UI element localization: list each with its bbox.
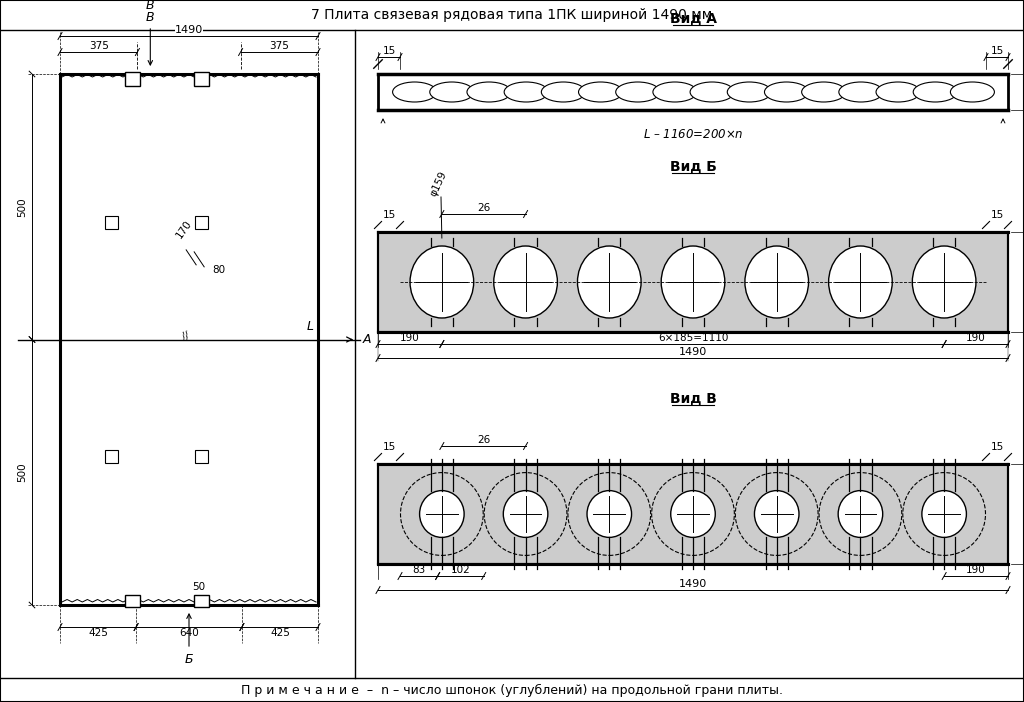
Text: 26: 26	[477, 203, 490, 213]
Ellipse shape	[765, 82, 809, 102]
Text: 1490: 1490	[679, 579, 708, 589]
Text: 15: 15	[990, 442, 1004, 452]
Ellipse shape	[467, 82, 511, 102]
Text: 425: 425	[88, 628, 108, 638]
Text: 15: 15	[990, 46, 1004, 56]
Ellipse shape	[615, 82, 659, 102]
Text: 190: 190	[967, 333, 986, 343]
Ellipse shape	[876, 82, 920, 102]
Text: 7 Плита связевая рядовая типа 1ПК шириной 1490 мм: 7 Плита связевая рядовая типа 1ПК ширино…	[311, 8, 713, 22]
Bar	[196, 216, 209, 229]
Ellipse shape	[671, 491, 716, 538]
Ellipse shape	[828, 246, 892, 318]
Bar	[378, 232, 1008, 332]
Bar	[105, 216, 118, 229]
Ellipse shape	[392, 82, 436, 102]
Ellipse shape	[913, 82, 957, 102]
Ellipse shape	[494, 246, 557, 318]
Text: φ159: φ159	[428, 170, 449, 198]
Ellipse shape	[950, 82, 994, 102]
Ellipse shape	[420, 491, 464, 538]
Text: 640: 640	[179, 628, 199, 638]
Text: 15: 15	[382, 46, 395, 56]
Ellipse shape	[839, 82, 883, 102]
Text: 190: 190	[400, 333, 420, 343]
Text: А: А	[362, 333, 372, 346]
Text: Вид А: Вид А	[670, 12, 717, 26]
Text: 6×185=1110: 6×185=1110	[657, 333, 728, 343]
Text: 15: 15	[382, 210, 395, 220]
Text: В: В	[146, 11, 155, 24]
Ellipse shape	[430, 82, 474, 102]
Text: П р и м е ч а н и е  –  n – число шпонок (углублений) на продольной грани плиты.: П р и м е ч а н и е – n – число шпонок (…	[241, 684, 783, 696]
Text: 500: 500	[17, 463, 27, 482]
Ellipse shape	[912, 246, 976, 318]
Text: 1490: 1490	[175, 25, 203, 35]
Ellipse shape	[744, 246, 809, 318]
Bar	[105, 450, 118, 463]
Ellipse shape	[662, 246, 725, 318]
Text: 375: 375	[89, 41, 109, 51]
Ellipse shape	[504, 491, 548, 538]
Ellipse shape	[504, 82, 548, 102]
Ellipse shape	[587, 491, 632, 538]
Text: 190: 190	[967, 565, 986, 575]
Ellipse shape	[690, 82, 734, 102]
Text: Б: Б	[184, 653, 194, 666]
Text: 102: 102	[451, 565, 471, 575]
Ellipse shape	[839, 491, 883, 538]
Text: 500: 500	[17, 197, 27, 216]
Ellipse shape	[542, 82, 586, 102]
Text: L: L	[306, 319, 313, 333]
Text: 15: 15	[990, 210, 1004, 220]
Ellipse shape	[653, 82, 697, 102]
Bar	[378, 232, 1008, 332]
Ellipse shape	[579, 82, 623, 102]
Bar	[196, 450, 209, 463]
Bar	[378, 464, 1008, 564]
Text: 1490: 1490	[679, 347, 708, 357]
Text: 15: 15	[382, 442, 395, 452]
Text: 80: 80	[212, 265, 225, 275]
Ellipse shape	[922, 491, 967, 538]
Bar	[125, 595, 139, 607]
Text: Вид В: Вид В	[670, 392, 717, 406]
Text: 170: 170	[174, 218, 194, 240]
Text: //: //	[181, 331, 190, 343]
Ellipse shape	[578, 246, 641, 318]
Text: Вид Б: Вид Б	[670, 160, 717, 174]
Text: 83: 83	[413, 565, 425, 575]
Ellipse shape	[802, 82, 846, 102]
Ellipse shape	[727, 82, 771, 102]
Bar	[195, 595, 209, 607]
Bar	[195, 72, 209, 86]
Text: 26: 26	[477, 435, 490, 445]
Ellipse shape	[755, 491, 799, 538]
Text: 375: 375	[269, 41, 289, 51]
Bar	[378, 74, 1008, 110]
Text: $L$ – 1160=200×$n$: $L$ – 1160=200×$n$	[643, 128, 743, 141]
Text: 425: 425	[270, 628, 290, 638]
Ellipse shape	[410, 246, 474, 318]
Text: В: В	[146, 0, 155, 12]
Bar	[378, 464, 1008, 564]
Bar	[125, 72, 139, 86]
Text: 50: 50	[193, 582, 206, 592]
